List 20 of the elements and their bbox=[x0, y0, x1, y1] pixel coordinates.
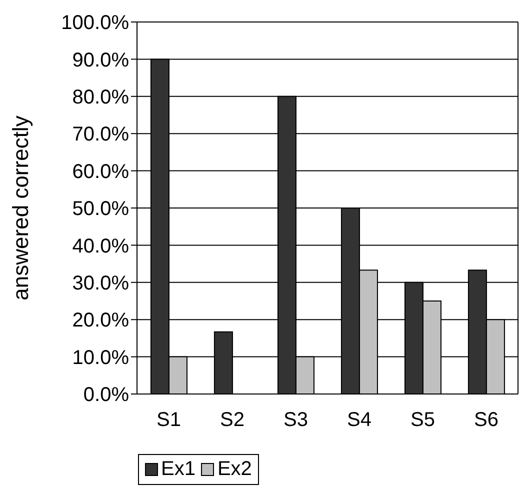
x-tick-label: S6 bbox=[474, 409, 498, 432]
y-tick-label: 40.0% bbox=[72, 235, 130, 258]
y-tick-label: 80.0% bbox=[72, 86, 130, 108]
legend-label: Ex1 bbox=[160, 458, 196, 481]
y-axis-title: answered correctly bbox=[8, 116, 33, 300]
x-tick-label: S4 bbox=[347, 409, 372, 432]
legend-label: Ex2 bbox=[216, 458, 252, 481]
y-tick-label: 60.0% bbox=[72, 160, 130, 183]
y-tick-label: 90.0% bbox=[72, 49, 130, 72]
x-tick-label: S1 bbox=[156, 409, 181, 432]
x-tick-label: S3 bbox=[284, 409, 308, 432]
y-tick-label: 0.0% bbox=[83, 384, 130, 406]
x-tick-label: S2 bbox=[220, 409, 244, 432]
y-tick-label: 30.0% bbox=[72, 272, 130, 294]
y-tick-label: 20.0% bbox=[72, 310, 130, 332]
y-tick-label: 70.0% bbox=[72, 124, 130, 146]
x-tick-label: S5 bbox=[410, 409, 435, 432]
y-tick-label: 10.0% bbox=[72, 346, 130, 369]
y-tick-label: 50.0% bbox=[72, 198, 130, 220]
y-tick-label: 100.0% bbox=[61, 12, 130, 34]
